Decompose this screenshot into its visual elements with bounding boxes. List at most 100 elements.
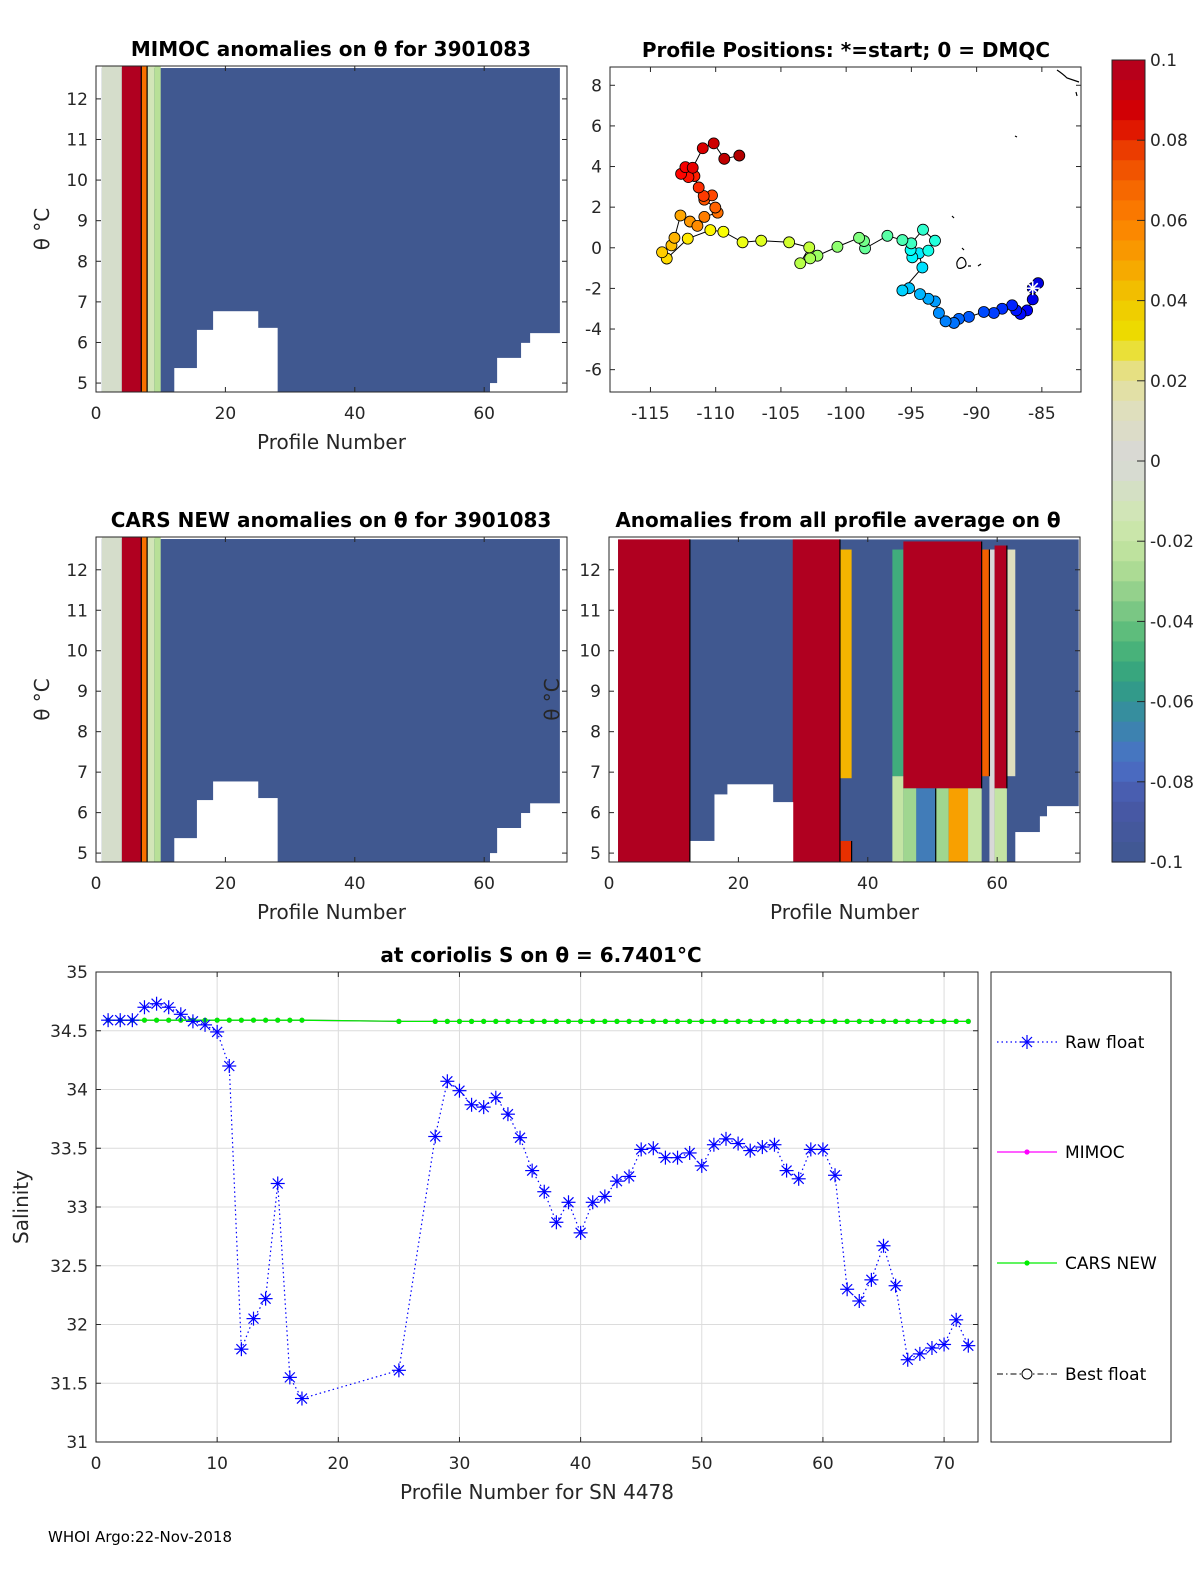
profile-position-point [736,236,749,249]
star-stroke [950,1314,962,1326]
raw-float-star-marker [609,1174,624,1189]
x-tick-label: 30 [449,1454,471,1474]
y-tick-label: 5 [77,374,88,394]
profile-position-point [686,161,699,174]
y-tick-label: 8 [590,723,601,743]
profile-position-point [831,240,844,253]
star-stroke [623,1171,635,1182]
colorbar-segment [1112,741,1145,763]
profile-position-point [914,288,926,300]
star-stroke [248,1313,259,1325]
raw-float-star-marker [864,1272,879,1287]
series-point-cars-new [723,1018,729,1024]
raw-float-star-marker [779,1163,794,1178]
raw-float-star-marker [294,1391,309,1406]
y-tick-label: 11 [579,601,601,621]
star-stroke [672,1152,683,1164]
star-stroke [126,1014,138,1026]
series-line-cars-new [108,1019,969,1022]
series-point-cars-new [796,1018,802,1024]
raw-float-star-marker [585,1195,600,1210]
star-stroke [393,1364,405,1376]
series-point-cars-new [590,1018,596,1024]
colorbar-segment [1112,280,1145,302]
star-stroke [817,1144,829,1155]
series-point-cars-new [493,1018,499,1024]
raw-float-star-marker [537,1184,552,1199]
raw-float-star-marker [755,1140,770,1155]
y-tick-label: 6 [590,804,601,824]
x-tick-label: 20 [327,1454,349,1474]
star-stroke [853,1295,865,1307]
y-tick-label: 6 [77,333,88,353]
colorbar-segment [1112,440,1145,462]
series-point-cars-new [905,1018,911,1024]
star-stroke [878,1240,889,1252]
series-point-cars-new [226,1017,232,1023]
y-tick-label: 9 [77,682,88,702]
legend-label: MIMOC [1065,1143,1125,1163]
x-tick-label: 10 [206,1454,228,1474]
heatmap-cell [892,776,904,862]
star-stroke [793,1173,805,1185]
star-stroke [708,1139,720,1151]
star-stroke [1021,1036,1033,1048]
profile-position-point [794,257,807,270]
raw-float-star-marker [682,1145,697,1160]
star-stroke [744,1145,756,1157]
star-stroke [756,1141,768,1153]
profile-position-point [668,231,681,244]
footer-text: WHOI Argo:22-Nov-2018 [48,1528,232,1546]
colorbar-segment [1112,461,1145,482]
y-tick-label: 11 [66,130,88,150]
star-stroke [938,1339,950,1350]
star-stroke [284,1371,296,1383]
series-point-cars-new [275,1017,281,1023]
heatmap-cell [968,788,982,862]
heatmap-cell [121,537,142,862]
series-point-cars-new [250,1017,257,1023]
star-stroke [769,1139,780,1151]
colorbar-segment [1112,420,1145,442]
star-stroke [175,1008,187,1020]
raw-float-star-marker [561,1195,576,1210]
series-point-cars-new [614,1018,620,1024]
profile-position-point [939,315,952,328]
colorbar-segment [1112,541,1145,562]
star-stroke [611,1175,623,1187]
heatmap-cell [935,788,949,862]
star-stroke [114,1014,126,1026]
heatmap-cell [154,537,161,862]
series-point-cars-new [893,1018,899,1024]
raw-float-star-marker [258,1291,273,1306]
x-tick-label: 40 [570,1454,592,1474]
y-tick-label: 9 [77,212,88,232]
raw-float-star-marker [694,1158,709,1173]
x-tick-label: -95 [897,404,925,424]
colorbar-segment [1112,140,1145,161]
colorbar-segment [1112,340,1145,362]
x-tick-label: 60 [473,874,495,894]
colorbar-segment [1112,180,1145,201]
y-axis-label: θ °C [30,678,54,721]
profile-position-point [963,310,975,323]
series-point-cars-new [578,1018,584,1024]
colorbar-tick-label: -0.1 [1150,853,1183,873]
heatmap-blank-region [213,781,259,863]
heatmap-blank-region [1015,832,1041,863]
legend-marker [1024,1260,1030,1266]
colorbar-segment [1112,300,1145,322]
y-tick-label: 31 [66,1433,88,1453]
colorbar-tick-label: -0.02 [1150,532,1194,552]
heatmap-blank-region [772,802,794,863]
raw-float-star-marker [525,1163,540,1178]
series-point-cars-new [553,1018,559,1024]
raw-float-star-marker [670,1150,685,1165]
series-point-cars-new [662,1018,669,1024]
raw-float-star-marker [815,1142,830,1157]
y-tick-label: 34 [66,1081,88,1101]
heatmap-cell [618,539,690,862]
y-tick-label: 7 [590,763,601,783]
raw-float-star-marker [149,996,164,1011]
series-point-cars-new [468,1018,475,1024]
